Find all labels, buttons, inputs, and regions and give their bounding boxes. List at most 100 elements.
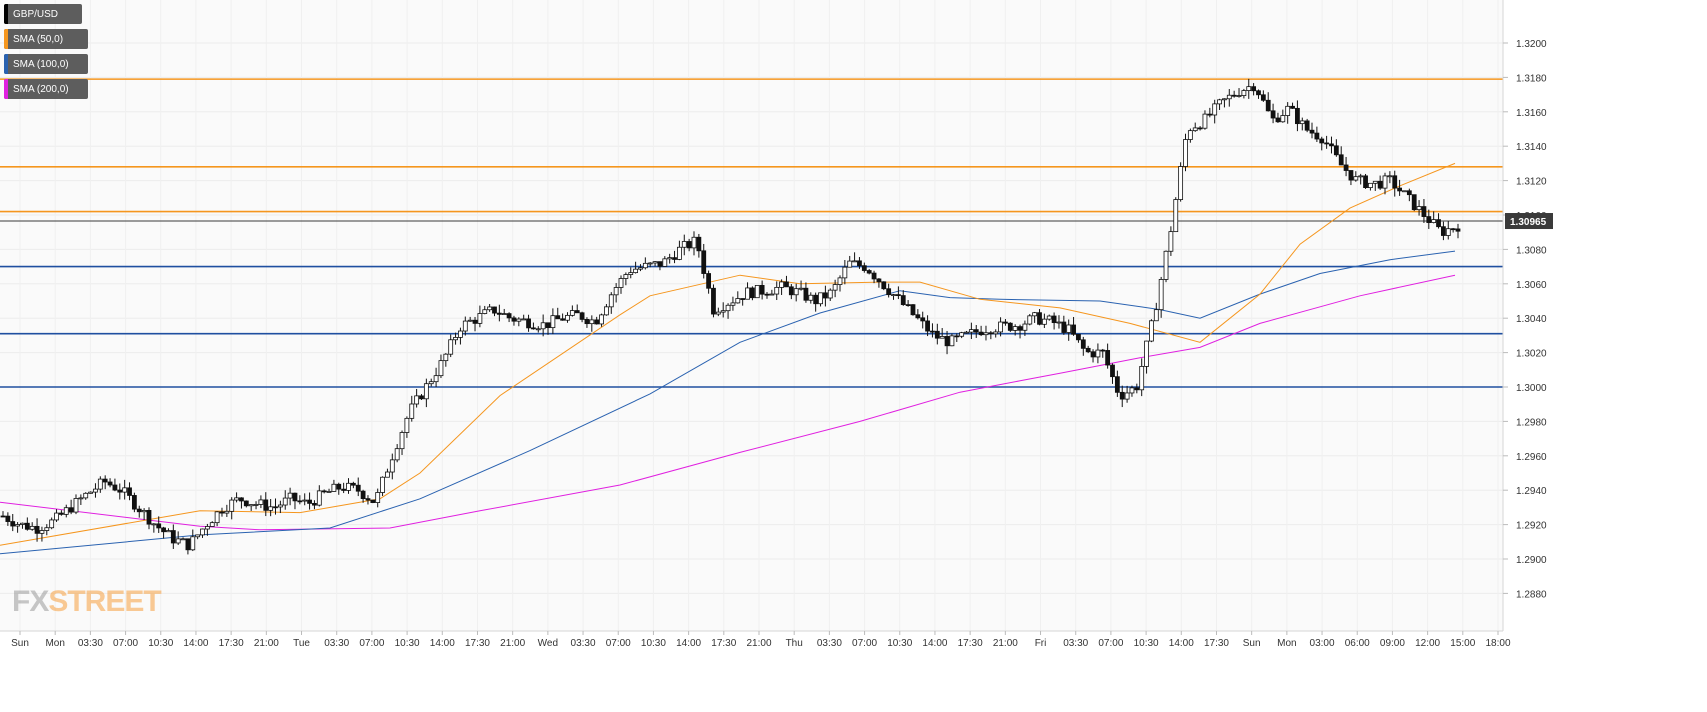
- x-axis: Sun Mon 03:30 07:00 10:30 14:00 17:30 21:00 Tue 0…: [0, 630, 1511, 649]
- candle-body: [385, 471, 390, 478]
- candle-body: [1134, 387, 1140, 391]
- candle-body: [112, 484, 118, 491]
- candle-body: [1163, 250, 1169, 280]
- candle-body: [1027, 315, 1033, 325]
- candle-body: [628, 272, 634, 275]
- candle-body: [117, 489, 123, 493]
- candle-body: [993, 331, 999, 335]
- candle-body: [973, 329, 979, 333]
- candle-body: [813, 294, 819, 305]
- candle-body: [1071, 324, 1076, 335]
- candle-body: [1114, 376, 1120, 393]
- candle-body: [219, 511, 225, 514]
- x-tick-label: 17:30: [465, 638, 490, 649]
- candle-body: [1037, 312, 1042, 325]
- x-tick-label: 07:00: [606, 638, 631, 649]
- candle-body: [691, 236, 697, 249]
- candle-body: [1392, 175, 1398, 189]
- candle-body: [482, 309, 488, 314]
- candle-body: [623, 274, 629, 279]
- legend-label: SMA (50,0): [13, 33, 64, 45]
- candle-body: [1329, 143, 1334, 147]
- candle-body: [161, 527, 166, 533]
- candle-body: [784, 281, 789, 288]
- candle-body: [696, 236, 702, 252]
- candle-body: [97, 478, 103, 490]
- candle-body: [579, 312, 585, 320]
- candle-body: [1358, 175, 1364, 178]
- candle-body: [496, 312, 502, 315]
- candle-body: [774, 286, 780, 295]
- candle-body: [1192, 127, 1198, 132]
- candle-body: [438, 360, 444, 377]
- legend-swatch: [4, 4, 8, 24]
- candle-body: [842, 266, 848, 279]
- candle-body: [584, 318, 590, 325]
- x-tick-label: 14:00: [183, 638, 208, 649]
- candle-body: [39, 530, 45, 534]
- candle-body: [1197, 127, 1203, 130]
- candle-body: [706, 273, 712, 289]
- candle-body: [15, 524, 20, 527]
- candle-body: [1144, 340, 1149, 367]
- candle-body: [847, 260, 853, 268]
- x-tick-label: 21:00: [746, 638, 771, 649]
- candle-body: [1426, 216, 1432, 223]
- candle-body: [419, 395, 424, 400]
- candle-body: [380, 476, 385, 493]
- candle-body: [487, 306, 493, 311]
- candle-body: [355, 484, 361, 492]
- candle-body: [341, 488, 347, 491]
- candle-body: [78, 497, 84, 500]
- candle-body: [185, 538, 191, 551]
- candle-body: [204, 526, 210, 530]
- candle-body: [166, 530, 171, 533]
- candle-body: [735, 298, 741, 304]
- candle-body: [83, 492, 89, 499]
- candle-body: [458, 330, 463, 338]
- candle-body: [730, 302, 736, 306]
- candle-body: [1149, 320, 1154, 342]
- x-tick-label: 18:00: [1485, 638, 1510, 649]
- x-tick-label: 15:00: [1450, 638, 1475, 649]
- legend-label: SMA (100,0): [13, 58, 69, 70]
- legend-item-gbpusd[interactable]: GBP/USD: [4, 4, 82, 24]
- x-tick-label: 14:00: [1169, 638, 1194, 649]
- candle-body: [594, 319, 600, 325]
- candle-body: [1022, 323, 1028, 331]
- candle-body: [1056, 321, 1062, 324]
- candle-body: [672, 257, 677, 260]
- x-tick-label: 14:00: [922, 638, 947, 649]
- candle-body: [740, 298, 746, 300]
- legend-item-sma100[interactable]: SMA (100,0): [4, 54, 88, 74]
- candle-body: [248, 504, 254, 507]
- candle-body: [1051, 315, 1057, 324]
- legend-item-sma200[interactable]: SMA (200,0): [4, 79, 88, 99]
- candle-body: [681, 241, 687, 248]
- candle-body: [263, 499, 269, 511]
- candle-body: [1319, 138, 1325, 144]
- logo-fx: FX: [12, 585, 49, 618]
- candle-body: [1372, 180, 1378, 184]
- candle-body: [677, 246, 682, 260]
- logo-street: STREET: [48, 585, 161, 618]
- x-tick-label: Fri: [1035, 638, 1047, 649]
- candle-body: [1095, 349, 1101, 358]
- candle-body: [900, 295, 906, 306]
- sma100-line: [0, 250, 1456, 555]
- candle-body: [866, 270, 872, 274]
- legend-item-sma50[interactable]: SMA (50,0): [4, 29, 88, 49]
- candle-body: [861, 265, 867, 271]
- candle-body: [613, 287, 619, 296]
- candle-body: [998, 321, 1003, 333]
- x-tick-label: 03:30: [78, 638, 103, 649]
- candle-body: [749, 287, 755, 299]
- y-tick-label: 1.2940: [1516, 486, 1547, 497]
- x-tick-label: 10:30: [148, 638, 173, 649]
- y-tick-label: 1.2880: [1516, 589, 1547, 600]
- candle-body: [604, 306, 609, 316]
- candle-body: [934, 330, 940, 339]
- candle-body: [920, 317, 926, 322]
- candle-body: [1304, 120, 1310, 131]
- candle-body: [857, 260, 862, 267]
